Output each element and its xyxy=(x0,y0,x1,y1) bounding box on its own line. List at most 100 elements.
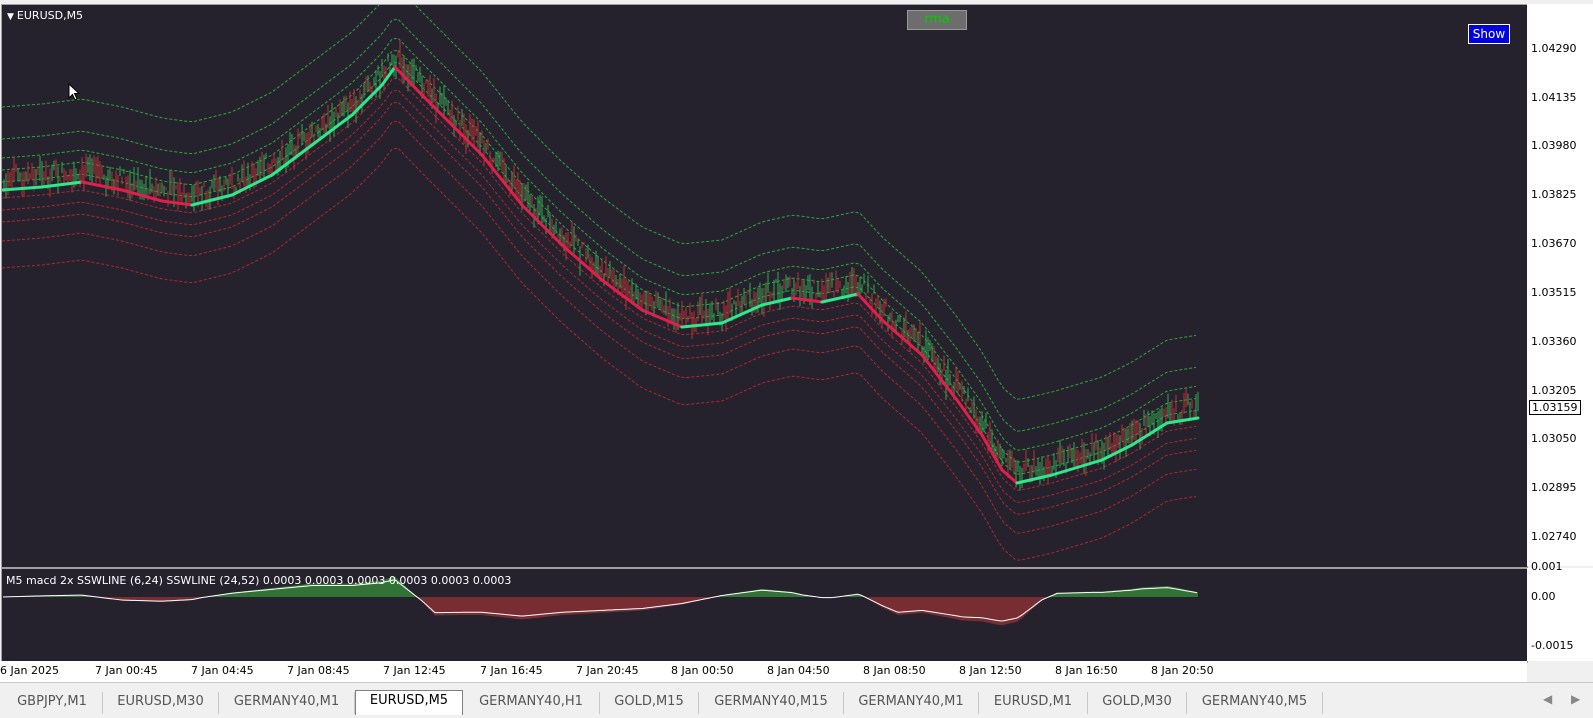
macd-indicator-canvas xyxy=(2,576,1198,626)
trend-line-segment xyxy=(1165,416,1200,425)
price-tick-label: 1.03825 xyxy=(1531,188,1577,201)
trend-line-segment xyxy=(480,153,524,207)
lower-band-line xyxy=(2,77,1197,491)
indicator-tick-label: 0.00 xyxy=(1531,590,1556,603)
trend-line-segment xyxy=(1050,458,1104,477)
trend-line-segment xyxy=(520,203,564,247)
price-tick-label: 1.03360 xyxy=(1531,335,1577,348)
trend-line-segment xyxy=(120,188,164,203)
tab-eurusd-m5[interactable]: EURUSD,M5 xyxy=(355,690,463,715)
price-tick-label: 1.03980 xyxy=(1531,139,1577,152)
time-tick-label: 8 Jan 12:50 xyxy=(959,664,1022,677)
trend-line-segment xyxy=(80,180,124,192)
lower-band-line xyxy=(2,147,1197,561)
trend-line-segment xyxy=(680,321,724,329)
price-tick-label: 1.03515 xyxy=(1531,286,1577,299)
scroll-right-icon[interactable]: ▶ xyxy=(1571,692,1581,706)
time-tick-label: 8 Jan 08:50 xyxy=(863,664,926,677)
time-tick-label: 6 Jan 2025 xyxy=(0,664,59,677)
tab-eurusd-m30[interactable]: EURUSD,M30 xyxy=(103,692,219,714)
rma-button[interactable]: rma xyxy=(907,10,967,30)
trend-line-segment xyxy=(40,180,84,189)
trend-line-segment xyxy=(560,243,604,282)
time-tick-label: 7 Jan 08:45 xyxy=(287,664,350,677)
indicator-axis[interactable]: 0.001 0.00 -0.0015 xyxy=(1527,560,1593,661)
trend-line-segment xyxy=(760,296,794,307)
indicator-tick-label: 0.001 xyxy=(1531,560,1563,573)
mouse-cursor-icon xyxy=(68,83,81,101)
upper-band-line xyxy=(2,5,1197,400)
show-button[interactable]: Show xyxy=(1468,24,1510,44)
time-tick-label: 7 Jan 16:45 xyxy=(480,664,543,677)
trend-line-segment xyxy=(1100,443,1134,462)
trend-line-segment xyxy=(880,318,924,357)
time-tick-label: 7 Jan 04:45 xyxy=(191,664,254,677)
macd-indicator-pane[interactable]: M5 macd 2x SSWLINE (6,24) SSWLINE (24,52… xyxy=(1,568,1528,663)
price-tick-label: 1.03670 xyxy=(1531,237,1577,250)
trend-line-segment xyxy=(450,123,484,157)
trend-line-segment xyxy=(1000,468,1019,485)
time-axis[interactable]: 6 Jan 2025 7 Jan 00:45 7 Jan 04:45 7 Jan… xyxy=(0,661,1527,682)
macd-signal-line xyxy=(2,579,1198,622)
tab-gold-m15[interactable]: GOLD,M15 xyxy=(600,692,699,714)
lower-band-line xyxy=(2,89,1197,503)
price-axis[interactable]: 1.04290 1.04135 1.03980 1.03825 1.03670 … xyxy=(1527,4,1593,566)
trend-line-segment xyxy=(350,83,384,117)
trend-line-segment xyxy=(980,433,1004,472)
trend-line-segment xyxy=(720,303,764,325)
trend-line-segment xyxy=(1015,473,1054,485)
trend-line-segment xyxy=(420,93,454,127)
upper-band-line xyxy=(2,49,1197,463)
trend-line-segment xyxy=(230,173,274,197)
trend-line-segment xyxy=(955,398,984,437)
price-tick-label: 1.02740 xyxy=(1531,530,1577,543)
trend-line-segment xyxy=(600,278,644,312)
time-tick-label: 7 Jan 20:45 xyxy=(576,664,639,677)
indicator-title: M5 macd 2x SSWLINE (6,24) SSWLINE (24,52… xyxy=(6,574,512,587)
current-price-label: 1.03159 xyxy=(1529,400,1581,415)
time-tick-label: 8 Jan 16:50 xyxy=(1055,664,1118,677)
chart-tab-bar: GBPJPY,M1 EURUSD,M30 GERMANY40,M1 EURUSD… xyxy=(0,682,1593,718)
price-chart-pane[interactable]: ▼ EURUSD,M5 rma Show xyxy=(1,4,1528,568)
trend-line-segment xyxy=(393,65,424,97)
upper-band-line xyxy=(2,61,1197,475)
upper-band-line xyxy=(2,18,1197,432)
tab-gold-m30[interactable]: GOLD,M30 xyxy=(1088,692,1187,714)
trend-line-segment xyxy=(640,308,684,329)
price-tick-label: 1.04135 xyxy=(1531,91,1577,104)
tab-germany40-m5[interactable]: GERMANY40,M5 xyxy=(1187,692,1323,714)
time-tick-label: 8 Jan 04:50 xyxy=(767,664,830,677)
trend-line-segment xyxy=(820,292,860,304)
trend-line-segment xyxy=(2,185,44,192)
trend-line-segment xyxy=(790,296,824,304)
trend-line-segment xyxy=(920,353,959,402)
trend-line-segment xyxy=(310,113,354,147)
time-tick-label: 8 Jan 20:50 xyxy=(1151,664,1214,677)
tab-germany40-m1[interactable]: GERMANY40,M1 xyxy=(219,692,355,714)
price-tick-label: 1.03050 xyxy=(1531,432,1577,445)
tab-germany40-m1[interactable]: GERMANY40,M1 xyxy=(844,692,979,714)
upper-band-line xyxy=(2,37,1197,451)
trend-line-segment xyxy=(1130,421,1169,447)
scroll-left-icon[interactable]: ◀ xyxy=(1543,692,1553,706)
time-tick-label: 7 Jan 00:45 xyxy=(95,664,158,677)
indicator-tick-label: -0.0015 xyxy=(1531,639,1574,652)
tab-eurusd-m1[interactable]: EURUSD,M1 xyxy=(979,692,1088,714)
tab-germany40-m15[interactable]: GERMANY40,M15 xyxy=(699,692,844,714)
trend-line-segment xyxy=(190,193,234,207)
price-tick-label: 1.04290 xyxy=(1531,42,1577,55)
price-tick-label: 1.03205 xyxy=(1531,384,1577,397)
time-tick-label: 8 Jan 00:50 xyxy=(671,664,734,677)
time-tick-label: 7 Jan 12:45 xyxy=(383,664,446,677)
chart-window: ▼ EURUSD,M5 rma Show 1.04290 1.04135 1.03… xyxy=(0,0,1593,682)
symbol-title-text: EURUSD,M5 xyxy=(16,9,84,22)
price-tick-label: 1.02895 xyxy=(1531,481,1577,494)
chevron-down-icon: ▼ xyxy=(7,12,14,22)
trend-line-segment xyxy=(380,65,397,87)
lower-band-line xyxy=(2,101,1197,515)
tab-germany40-h1[interactable]: GERMANY40,H1 xyxy=(463,692,600,714)
chart-symbol-title[interactable]: ▼ EURUSD,M5 xyxy=(7,9,83,22)
tab-gbpjpy-m1[interactable]: GBPJPY,M1 xyxy=(2,692,103,714)
trend-line-segment xyxy=(270,143,314,177)
trend-line-segment xyxy=(856,292,884,322)
